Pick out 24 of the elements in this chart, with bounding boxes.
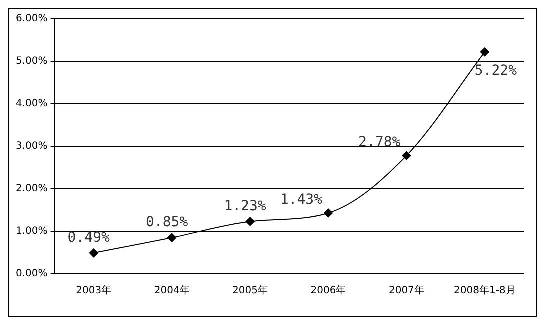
x-tick-label: 2003年	[76, 284, 112, 297]
point	[480, 48, 490, 57]
point	[246, 217, 255, 226]
point	[324, 208, 333, 218]
y-tick-label: 2.00%	[16, 184, 48, 195]
point	[168, 233, 177, 242]
y-tick-label: 1.00%	[16, 226, 48, 238]
y-tick-label: 4.00%	[16, 98, 48, 110]
point	[89, 248, 98, 258]
data-label: 5.22%	[474, 62, 518, 79]
data-label: 0.49%	[68, 230, 111, 246]
data-label: 1.23%	[224, 198, 267, 214]
y-tick-label: 6.00%	[16, 14, 48, 25]
x-tick-label: 2005年	[232, 284, 268, 297]
x-tick-label: 2008年1-8月	[454, 284, 516, 297]
x-tick-label: 2006年	[310, 284, 346, 297]
data-label: 0.85%	[146, 214, 189, 231]
point	[402, 151, 412, 160]
y-tick-label: 0.00%	[16, 268, 48, 280]
y-tick-label: 5.00%	[16, 56, 48, 68]
y-tick-label: 3.00%	[16, 141, 48, 152]
x-tick-label: 2007年	[388, 284, 424, 297]
data-label: 1.43%	[280, 192, 324, 208]
x-tick-label: 2004年	[154, 284, 190, 297]
